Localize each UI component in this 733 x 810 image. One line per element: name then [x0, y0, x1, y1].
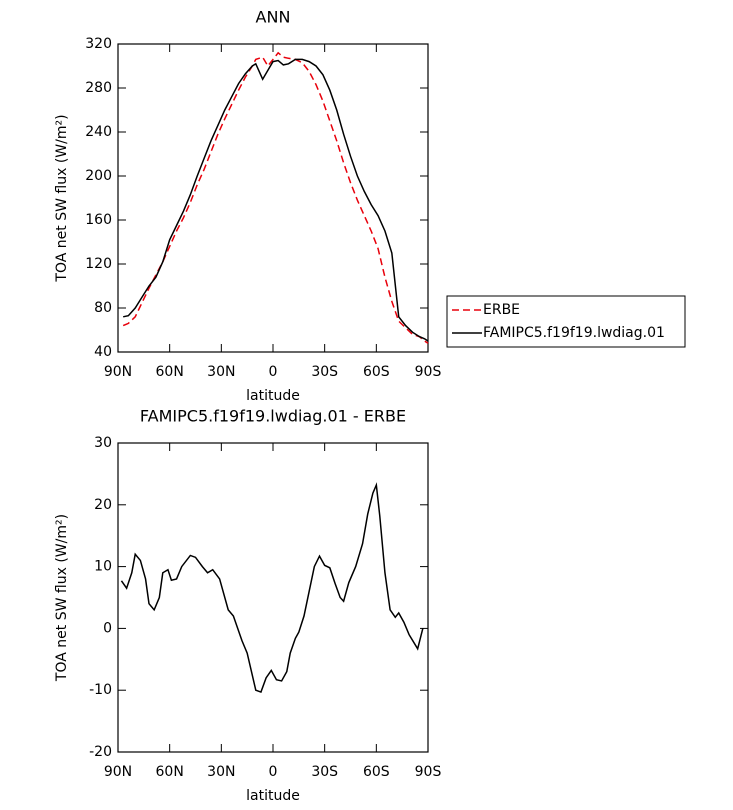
plot-frame: [117, 442, 429, 753]
legend-label: ERBE: [483, 302, 520, 318]
x-tick-label: 90S: [415, 364, 442, 380]
data-line: [120, 482, 424, 694]
x-tick-label: 30S: [311, 764, 338, 780]
y-tick-label: 320: [85, 36, 112, 52]
y-tick-label: 30: [94, 435, 112, 451]
x-tick-label: 60N: [156, 364, 184, 380]
x-tick-label: 30N: [207, 364, 235, 380]
x-tick-label: 0: [269, 764, 278, 780]
y-tick-label: 240: [85, 124, 112, 140]
y-tick-label: 160: [85, 212, 112, 228]
legend-label: FAMIPC5.f19f19.lwdiag.01: [483, 325, 665, 341]
y-tick-label: -20: [89, 744, 112, 760]
y-tick-label: 280: [85, 80, 112, 96]
y-tick-label: 0: [103, 620, 112, 636]
y-tick-label: 10: [94, 559, 112, 575]
chart-title: ANN: [256, 8, 291, 27]
chart-title: FAMIPC5.f19f19.lwdiag.01 - ERBE: [140, 407, 406, 426]
data-line: [123, 58, 429, 342]
data-line: [122, 51, 429, 344]
y-tick-label: 40: [94, 344, 112, 360]
x-tick-label: 90N: [104, 764, 132, 780]
x-tick-label: 30S: [311, 364, 338, 380]
y-tick-label: 20: [94, 497, 112, 513]
legend-box: [446, 295, 686, 348]
y-tick-label: 200: [85, 168, 112, 184]
x-tick-label: 30N: [207, 764, 235, 780]
plot-frame: [117, 43, 429, 353]
x-tick-label: 90S: [415, 764, 442, 780]
y-tick-label: 120: [85, 256, 112, 272]
y-axis-label: TOA net SW flux (W/m²): [54, 514, 70, 682]
x-tick-label: 60N: [156, 764, 184, 780]
x-tick-label: 0: [269, 364, 278, 380]
x-tick-label: 90N: [104, 364, 132, 380]
x-tick-label: 60S: [363, 764, 390, 780]
y-tick-label: -10: [89, 682, 112, 698]
x-tick-label: 60S: [363, 364, 390, 380]
x-axis-label: latitude: [246, 788, 300, 804]
y-tick-label: 80: [94, 300, 112, 316]
y-axis-label: TOA net SW flux (W/m²): [54, 114, 70, 282]
x-axis-label: latitude: [246, 388, 300, 404]
